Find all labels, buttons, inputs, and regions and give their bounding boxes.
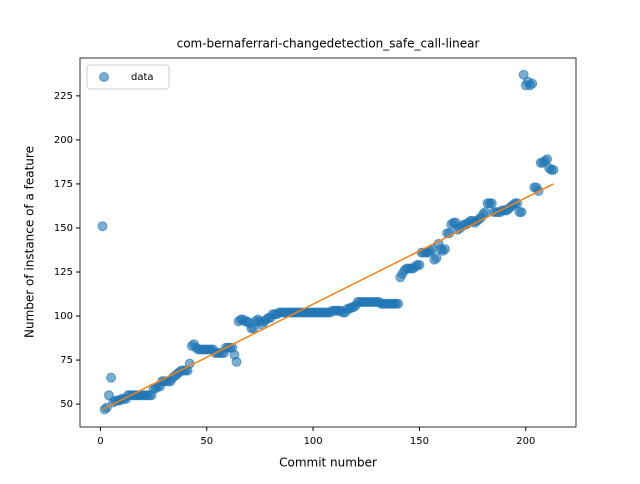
data-point — [439, 244, 450, 255]
x-tick-label: 200 — [516, 436, 535, 447]
data-point — [231, 356, 242, 367]
x-tick-label: 50 — [200, 436, 213, 447]
legend-box — [86, 64, 170, 90]
y-tick-label: 175 — [54, 179, 73, 190]
data-point — [97, 221, 108, 232]
legend-label: data — [131, 72, 154, 83]
fit-line — [102, 183, 554, 411]
y-tick-label: 125 — [54, 267, 73, 278]
data-point — [431, 252, 442, 263]
y-tick-label: 50 — [60, 399, 73, 410]
data-point — [548, 164, 559, 175]
x-tick-label: 0 — [97, 436, 103, 447]
y-tick-label: 200 — [54, 135, 73, 146]
data-point — [106, 372, 117, 383]
data-point — [480, 207, 491, 218]
data-point — [486, 198, 497, 209]
y-tick-label: 100 — [54, 311, 73, 322]
data-point — [542, 154, 553, 165]
legend-marker — [99, 72, 109, 82]
plot-frame — [79, 57, 577, 428]
y-tick-label: 225 — [54, 91, 73, 102]
data-point — [527, 78, 538, 89]
x-tick-label: 150 — [410, 436, 429, 447]
data-point — [393, 298, 404, 309]
chart-title: com-bernaferrari-changedetection_safe_ca… — [177, 37, 480, 51]
data-point — [414, 259, 425, 270]
x-axis-label: Commit number — [279, 456, 377, 470]
y-tick-label: 75 — [60, 355, 73, 366]
y-tick-label: 150 — [54, 223, 73, 234]
data-point — [516, 207, 527, 218]
x-tick-label: 100 — [304, 436, 323, 447]
y-axis-label: Number of instance of a feature — [23, 146, 37, 338]
